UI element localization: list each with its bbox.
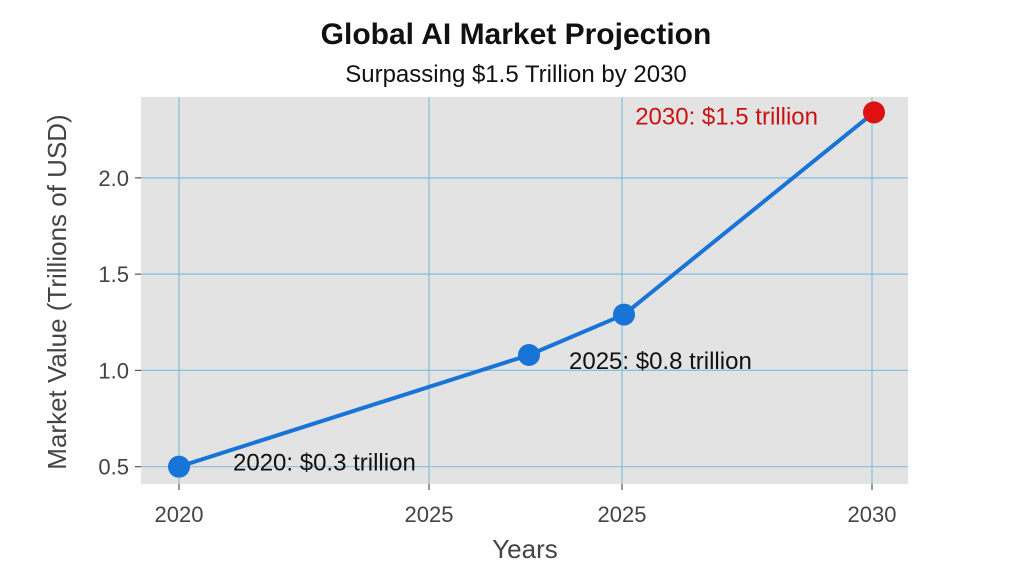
x-tick-label: 2030 <box>848 502 897 527</box>
x-tick-label: 2025 <box>405 502 454 527</box>
data-label: 2020: $0.3 trillion <box>233 450 416 477</box>
y-tick-label: 1.0 <box>98 358 129 383</box>
y-tick-label: 0.5 <box>98 455 129 480</box>
y-axis-ticks: 0.5 1.0 1.5 2.0 <box>98 166 141 480</box>
chart-subtitle: Surpassing $1.5 Trillion by 2030 <box>345 61 687 88</box>
x-tick-label: 2020 <box>155 502 204 527</box>
data-point <box>518 344 540 366</box>
x-tick-label: 2025 <box>598 502 647 527</box>
x-axis-ticks: 2020 2025 2025 2030 <box>155 484 897 527</box>
plot-area <box>141 97 908 484</box>
highlight-data-point <box>863 101 885 124</box>
data-annotations: 2020: $0.3 trillion 2025: $0.8 trillion 20… <box>233 103 818 476</box>
chart-title: Global AI Market Projection <box>321 18 712 51</box>
series-line <box>177 110 876 469</box>
data-label: 2025: $0.8 trillion <box>569 348 752 375</box>
y-axis-label: Market Value (Trillions of USD) <box>42 114 72 469</box>
data-points <box>168 101 885 478</box>
data-point <box>168 455 190 478</box>
y-tick-label: 1.5 <box>98 262 129 287</box>
data-point <box>613 303 635 326</box>
y-tick-label: 2.0 <box>98 166 129 191</box>
data-label: 2030: $1.5 trillion <box>635 103 818 130</box>
grid <box>141 97 908 484</box>
x-axis-label: Years <box>492 534 558 564</box>
